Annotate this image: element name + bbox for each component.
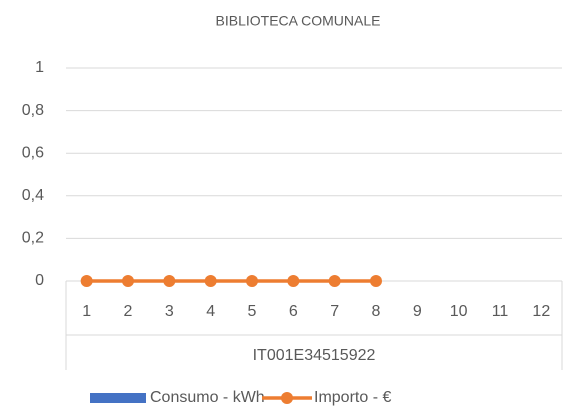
- legend-swatch: [90, 393, 146, 403]
- y-tick-label: 0,6: [22, 144, 44, 161]
- y-tick-label: 0,4: [22, 187, 44, 204]
- x-tick-label: 4: [206, 303, 215, 320]
- line-marker: [80, 275, 93, 287]
- x-tick-label: 2: [124, 303, 133, 320]
- x-tick-label: 12: [532, 303, 550, 320]
- x-tick-label: 1: [82, 303, 91, 320]
- x-tick-label: 6: [289, 303, 298, 320]
- x-tick-label: 3: [165, 303, 174, 320]
- legend-label: Importo - €: [314, 389, 391, 406]
- line-marker: [370, 275, 382, 287]
- x-tick-label: 5: [248, 303, 257, 320]
- y-tick-label: 0: [35, 272, 44, 289]
- line-marker: [328, 275, 341, 287]
- x-tick-label: 10: [450, 303, 468, 320]
- x-tick-label: 9: [413, 303, 422, 320]
- line-marker: [122, 275, 134, 287]
- legend-label: Consumo - kWh: [150, 389, 265, 406]
- category-group-label: IT001E34515922: [253, 347, 376, 364]
- chart-title: BIBLIOTECA COMUNALE: [216, 13, 381, 29]
- legend-swatch-marker: [281, 392, 293, 404]
- y-tick-label: 1: [35, 59, 44, 76]
- line-marker: [204, 275, 217, 287]
- y-tick-label: 0,2: [22, 230, 44, 247]
- x-tick-label: 8: [372, 303, 381, 320]
- line-marker: [246, 275, 258, 287]
- line-marker: [287, 275, 300, 287]
- x-tick-label: 11: [492, 303, 509, 320]
- line-marker: [163, 275, 176, 287]
- x-tick-label: 7: [330, 303, 339, 320]
- y-tick-label: 0,8: [22, 102, 44, 119]
